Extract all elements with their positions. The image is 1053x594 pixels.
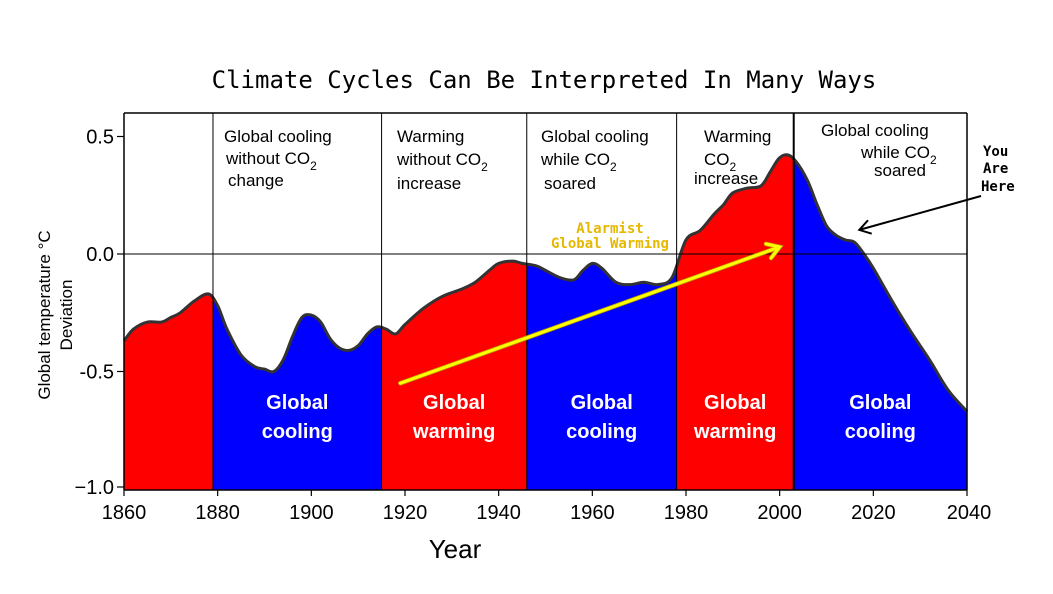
- period-band-0: [124, 154, 213, 490]
- y-tick-label-2: -0.5: [80, 362, 114, 384]
- x-tick-label-5: 1960: [570, 502, 615, 524]
- band-label-4-0: Global: [704, 392, 766, 414]
- svg-text:increase: increase: [694, 169, 758, 188]
- y-axis-ticks: 0.5 0.0 -0.5 −1.0: [75, 127, 124, 499]
- band-label-5-1: cooling: [845, 421, 916, 443]
- x-tick-label-0: 1860: [102, 502, 147, 524]
- svg-text:without CO2: without CO2: [396, 150, 488, 174]
- band-label-3-1: cooling: [566, 421, 637, 443]
- svg-text:Global cooling: Global cooling: [541, 127, 649, 146]
- x-tick-label-1: 1880: [195, 502, 240, 524]
- annotation-panel4: Warming CO2 increase: [694, 127, 771, 188]
- band-label-2-0: Global: [423, 392, 485, 414]
- temperature-curve: [122, 153, 969, 413]
- band-label-1-0: Global: [266, 392, 328, 414]
- band-labels: Global cooling Global warming Global cooling G…: [262, 392, 916, 443]
- svg-text:Warming: Warming: [704, 127, 771, 146]
- annotation-alarmist: Alarmist Global Warming: [551, 221, 669, 252]
- svg-text:Global Warming: Global Warming: [551, 236, 669, 252]
- band-label-1-1: cooling: [262, 421, 333, 443]
- svg-text:soared: soared: [544, 174, 596, 193]
- annotation-panel3: Global cooling while CO2 soared: [540, 127, 649, 193]
- svg-text:Here: Here: [981, 179, 1015, 195]
- annotation-panel2: Warming without CO2 increase: [396, 127, 488, 193]
- svg-text:soared: soared: [874, 161, 926, 180]
- x-tick-label-7: 2000: [757, 502, 802, 524]
- band-label-3-0: Global: [571, 392, 633, 414]
- y-axis-label-line1: Global temperature °C: [35, 230, 54, 399]
- x-axis-ticks: 1860 1880 1900 1920 1940 1960 1980 2000 2020 2040: [102, 490, 992, 524]
- chart-title: Climate Cycles Can Be Interpreted In Man…: [212, 66, 877, 94]
- svg-text:increase: increase: [397, 174, 461, 193]
- x-tick-label-2: 1900: [289, 502, 334, 524]
- x-tick-label-3: 1920: [383, 502, 428, 524]
- svg-text:Warming: Warming: [397, 127, 464, 146]
- trend-arrow: [398, 242, 783, 385]
- x-tick-label-6: 1980: [664, 502, 709, 524]
- y-axis-label-line2: Deviation: [57, 280, 76, 351]
- svg-text:change: change: [228, 171, 284, 190]
- svg-text:while CO2: while CO2: [540, 150, 617, 174]
- annotation-panel5: Global cooling while CO2 soared: [821, 121, 937, 180]
- svg-text:Alarmist: Alarmist: [576, 221, 643, 237]
- x-tick-label-8: 2020: [851, 502, 896, 524]
- svg-text:You: You: [983, 144, 1008, 160]
- svg-text:Global cooling: Global cooling: [224, 127, 332, 146]
- band-label-2-1: warming: [412, 421, 495, 443]
- y-tick-label-0: 0.5: [86, 127, 114, 149]
- x-axis-label: Year: [429, 534, 482, 564]
- x-tick-label-4: 1940: [476, 502, 521, 524]
- svg-text:Are: Are: [983, 161, 1008, 177]
- svg-text:while CO2: while CO2: [860, 143, 937, 167]
- band-label-4-1: warming: [693, 421, 776, 443]
- svg-text:CO2: CO2: [704, 150, 737, 174]
- y-tick-label-1: 0.0: [86, 244, 114, 266]
- band-label-5-0: Global: [849, 392, 911, 414]
- plot-frame: [123, 112, 968, 491]
- you-are-here-arrow: [857, 195, 982, 235]
- arrows: [398, 195, 982, 386]
- svg-text:without CO2: without CO2: [225, 149, 317, 173]
- period-dividers: [212, 113, 795, 490]
- y-tick-label-3: −1.0: [75, 477, 114, 499]
- period-bands: [124, 154, 967, 490]
- svg-text:Global cooling: Global cooling: [821, 121, 929, 140]
- x-tick-label-9: 2040: [947, 502, 992, 524]
- annotation-you-are-here: You Are Here: [981, 144, 1015, 195]
- annotation-panel1: Global cooling without CO2 change: [224, 127, 332, 190]
